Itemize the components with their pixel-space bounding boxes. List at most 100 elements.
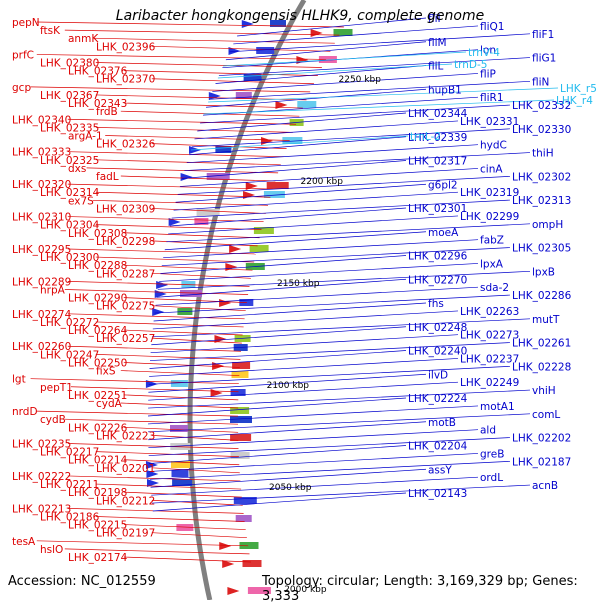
gene-arrow [214,335,227,343]
right-leader-line [173,191,459,211]
gene-block [170,425,188,432]
left-leader-line [36,540,249,547]
left-gene-label: LHK_02335 [40,122,99,134]
right-gene-label: greB [480,448,504,460]
left-gene-label: pepN [12,17,40,29]
scale-label: 2150 kbp [277,279,320,289]
left-gene-label: dxs [68,163,86,175]
gene-arrow [156,281,169,289]
right-gene-label: fliM [428,37,447,49]
left-gene-label: LHK_02215 [68,520,127,532]
right-leader-line [179,168,479,187]
right-leader-line [169,207,407,227]
left-gene-label: pepT1 [40,382,73,394]
left-leader-line [67,345,242,352]
right-gene-label: fhs [428,298,444,310]
left-leader-line [67,118,297,125]
left-gene-label: LHK_02257 [96,333,155,345]
right-gene-label: LHK_02202 [512,433,571,445]
right-gene-label: LHK_02237 [460,353,519,365]
rna-gene-label: trnL-2 [410,131,441,143]
left-leader-line [86,167,279,174]
right-leader-line [148,437,511,456]
left-leader-line [151,305,246,312]
gene-arrow [310,29,323,37]
right-gene-label: LHK_02302 [512,171,571,183]
rna-gene-label: trnV-4 [468,47,500,59]
right-gene-label: LHK_02273 [460,330,519,342]
left-leader-line [151,337,242,344]
right-gene-label: mutT [532,314,560,326]
left-gene-label: LHK_02211 [40,479,99,491]
left-gene-label: LHK_02186 [40,511,100,523]
left-gene-label: LHK_02288 [68,260,127,272]
left-gene-label: LHK_02320 [12,179,71,191]
right-gene-label: LHK_02330 [512,124,571,136]
gene-block [253,227,274,234]
rna-gene-label: trnD-5 [454,59,487,71]
left-gene-label: LHK_02309 [96,203,155,215]
right-leader-line [194,120,459,140]
gene-block [243,74,262,81]
gene-block [180,290,202,297]
gene-arrow [296,56,309,64]
map-title: Laribacter hongkongensis HLHK9, complete… [115,8,485,24]
left-gene-label: cydA [96,398,123,410]
left-gene-label: LHK_02223 [96,430,155,442]
left-gene-label: LHK_02264 [68,325,128,337]
right-leader-line [166,223,531,243]
right-leader-line [215,65,427,84]
right-gene-label: ordL [480,472,503,484]
left-leader-line [95,224,262,231]
right-gene-label: LHK_02261 [512,338,571,350]
left-gene-label: LHK_02235 [12,439,71,451]
right-gene-label: LHK_02339 [408,132,467,144]
left-leader-line [67,216,264,222]
left-leader-line [30,378,239,385]
gene-block [171,461,190,468]
gene-arrow [146,479,159,487]
left-leader-line [151,143,287,149]
right-leader-line [237,17,427,37]
right-leader-line [151,476,479,496]
gene-arrow [243,191,256,199]
right-gene-label: LHK_02331 [460,116,519,128]
gene-arrow [219,299,232,307]
right-leader-line [148,381,459,401]
right-leader-line [154,294,511,314]
left-gene-label: hrpA [40,285,66,297]
left-gene-label: LHK_02274 [12,309,72,321]
left-leader-line [36,54,327,60]
left-gene-label: LHK_02213 [12,503,71,515]
gene-arrow [219,542,232,550]
left-gene-label: LHK_02376 [68,66,128,78]
left-leader-line [151,467,240,474]
right-gene-label: fliN [532,76,549,88]
right-gene-label: LHK_02204 [408,441,468,453]
right-gene-label: LHK_02228 [512,361,571,373]
right-gene-label: sda-2 [480,282,509,294]
gene-block [256,47,275,54]
right-leader-line [161,247,511,266]
right-gene-label: hupB1 [428,84,462,96]
right-leader-line [151,318,531,338]
left-leader-line [95,127,293,133]
gene-block [235,92,252,99]
scale-label: 2050 kbp [269,483,312,493]
gene-block [297,101,317,108]
gene-block [230,407,250,414]
gene-arrow [229,245,242,253]
rna-leader-line [203,99,555,115]
rna-leader-line [217,63,453,79]
right-leader-line [160,255,407,274]
right-gene-label: cinA [480,163,503,175]
left-gene-label: LHK_02201 [96,463,155,475]
right-leader-line [171,199,511,219]
left-leader-line [105,135,290,141]
right-leader-line [149,445,407,464]
right-leader-line [148,413,531,433]
right-gene-label: fliQ1 [480,21,504,33]
gene-arrow [241,20,254,28]
right-gene-label: thiH [532,148,554,160]
right-gene-label: LHK_02143 [408,488,467,500]
